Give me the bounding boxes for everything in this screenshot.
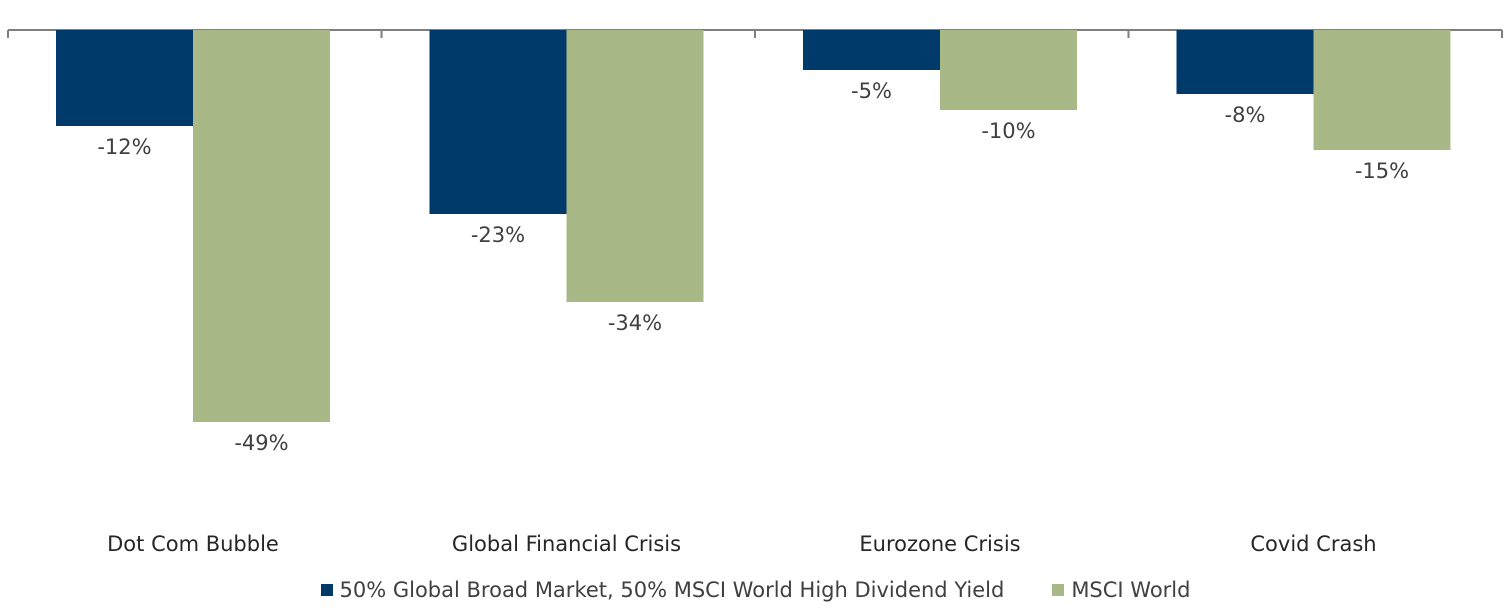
- category-label-4: Covid Crash: [1250, 532, 1376, 556]
- category-label-2: Global Financial Crisis: [452, 532, 681, 556]
- data-label-2-1: -49%: [234, 431, 288, 455]
- category-label-3: Eurozone Crisis: [859, 532, 1020, 556]
- bars: [56, 30, 1451, 422]
- bar-2-4: [1313, 30, 1451, 150]
- bar-1-3: [803, 30, 940, 70]
- x-axis-ticks: [7, 30, 1503, 38]
- data-label-1-1: -12%: [97, 135, 151, 159]
- bar-chart: -12% -49% -23% -34% -5% -10% -8% -15% Dot Com B…: [7, 29, 1503, 556]
- legend-label-series-1: 50% Global Broad Market, 50% MSCI World …: [339, 578, 1005, 602]
- data-label-1-3: -5%: [851, 79, 892, 103]
- bar-2-3: [940, 30, 1077, 110]
- bar-1-2: [429, 30, 567, 214]
- legend-item-series-1: 50% Global Broad Market, 50% MSCI World …: [320, 578, 1005, 602]
- legend-swatch-series-1: [320, 584, 333, 596]
- category-labels: Dot Com Bubble Global Financial Crisis Eur…: [107, 532, 1376, 556]
- data-label-2-3: -10%: [981, 119, 1035, 143]
- legend-swatch-series-2: [1052, 584, 1065, 596]
- legend-label-series-2: MSCI World: [1071, 578, 1191, 602]
- data-labels: -12% -49% -23% -34% -5% -10% -8% -15%: [97, 79, 1409, 455]
- bar-1-1: [56, 30, 193, 126]
- data-label-1-2: -23%: [471, 223, 525, 247]
- legend-item-series-2: MSCI World: [1052, 578, 1190, 602]
- data-label-2-2: -34%: [608, 311, 662, 335]
- bar-1-4: [1176, 30, 1314, 94]
- bar-2-2: [566, 30, 704, 302]
- bar-2-1: [193, 30, 330, 422]
- legend: 50% Global Broad Market, 50% MSCI World …: [0, 574, 1511, 606]
- data-label-1-4: -8%: [1225, 103, 1266, 127]
- data-label-2-4: -15%: [1355, 159, 1409, 183]
- category-label-1: Dot Com Bubble: [107, 532, 279, 556]
